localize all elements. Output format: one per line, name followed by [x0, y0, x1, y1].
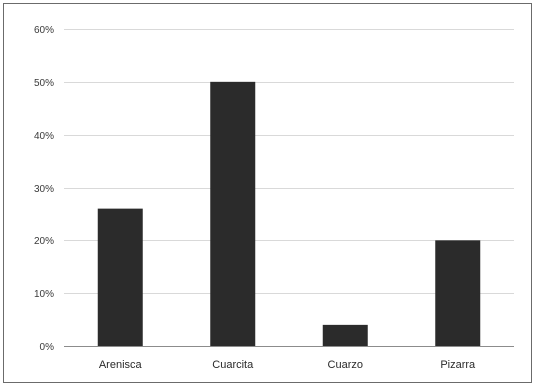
x-category-label: Arenisca	[99, 359, 143, 371]
x-axis-category-labels: Arenisca Cuarcita Cuarzo Pizarra	[99, 359, 476, 371]
y-tick-label: 20%	[34, 236, 54, 247]
x-category-label: Pizarra	[440, 359, 476, 371]
bar-cuarzo	[322, 324, 368, 346]
y-tick-label: 40%	[34, 131, 54, 142]
x-category-label: Cuarzo	[328, 359, 363, 371]
bar-pizarra	[435, 240, 481, 346]
y-tick-label: 0%	[40, 342, 55, 353]
y-tick-label: 60%	[34, 25, 54, 36]
y-tick-label: 30%	[34, 184, 54, 195]
y-axis-tick-labels: 0% 10% 20% 30% 40% 50% 60%	[34, 25, 54, 353]
x-category-label: Cuarcita	[212, 359, 254, 371]
bar-arenisca	[97, 208, 143, 346]
y-tick-label: 10%	[34, 289, 54, 300]
y-tick-label: 50%	[34, 78, 54, 89]
bars	[97, 81, 481, 346]
bar-cuarcita	[210, 81, 256, 346]
